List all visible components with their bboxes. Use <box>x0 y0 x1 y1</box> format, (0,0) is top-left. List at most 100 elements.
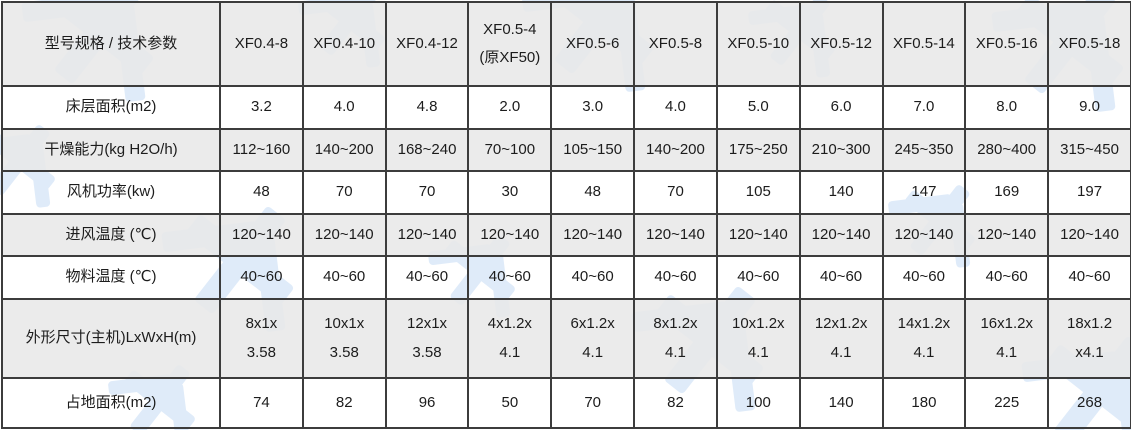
value-cell: 40~60 <box>964 255 1050 300</box>
param-label-cell: 风机功率(kw) <box>1 170 221 215</box>
model-header-cell: XF0.5-12 <box>798 1 884 87</box>
value-cell: 168~240 <box>384 128 470 172</box>
value-cell: 82 <box>633 377 718 429</box>
value-cell: 4x1.2x 4.1 <box>467 298 553 379</box>
value-cell: 16x1.2x 4.1 <box>964 298 1050 379</box>
table-row: 进风温度 (℃) 120~140 120~140 120~140 120~140 120~… <box>1 213 1131 257</box>
value-cell: 4.0 <box>633 85 718 130</box>
table-row: 床层面积(m2) 3.2 4.0 4.8 2.0 3.0 4.0 5.0 6.0 7.0 8.0 9.… <box>1 85 1131 130</box>
value-cell: 3.0 <box>550 85 636 130</box>
model-header-cell: XF0.4-12 <box>384 1 470 87</box>
value-cell: 6.0 <box>798 85 884 130</box>
table-row: 外形尺寸(主机)LxWxH(m) 8x1x 3.58 10x1x 3.58 12x1x… <box>1 298 1131 379</box>
param-label-cell: 占地面积(m2) <box>1 377 221 429</box>
value-cell: 169 <box>964 170 1050 215</box>
value-cell: 82 <box>301 377 387 429</box>
value-cell: 70~100 <box>467 128 553 172</box>
value-cell: 147 <box>881 170 967 215</box>
model-header-cell: XF0.5-14 <box>881 1 967 87</box>
value-cell: 70 <box>301 170 387 215</box>
model-header-cell: XF0.4-8 <box>219 1 304 87</box>
value-cell: 48 <box>219 170 304 215</box>
value-cell: 120~140 <box>219 213 304 257</box>
model-header-cell: XF0.5-18 <box>1047 1 1131 87</box>
value-cell: 30 <box>467 170 553 215</box>
value-cell: 40~60 <box>301 255 387 300</box>
value-cell: 120~140 <box>798 213 884 257</box>
value-cell: 4.0 <box>301 85 387 130</box>
value-cell: 40~60 <box>384 255 470 300</box>
param-label-cell: 床层面积(m2) <box>1 85 221 130</box>
value-cell: 120~140 <box>384 213 470 257</box>
table-row: 干燥能力(kg H2O/h) 112~160 140~200 168~240 70~10… <box>1 128 1131 172</box>
value-cell: 18x1.2 x4.1 <box>1047 298 1131 379</box>
value-cell: 140~200 <box>301 128 387 172</box>
model-header-cell: XF0.5-10 <box>715 1 801 87</box>
value-cell: 140~200 <box>633 128 718 172</box>
value-cell: 120~140 <box>881 213 967 257</box>
value-cell: 10x1x 3.58 <box>301 298 387 379</box>
value-cell: 74 <box>219 377 304 429</box>
value-cell: 3.2 <box>219 85 304 130</box>
table-header-row: 型号规格 / 技术参数 XF0.4-8 XF0.4-10 XF0.4-12 XF0.5-… <box>1 1 1131 87</box>
value-cell: 120~140 <box>715 213 801 257</box>
value-cell: 120~140 <box>633 213 718 257</box>
value-cell: 100 <box>715 377 801 429</box>
value-cell: 268 <box>1047 377 1131 429</box>
param-label-cell: 物料温度 (℃) <box>1 255 221 300</box>
value-cell: 175~250 <box>715 128 801 172</box>
value-cell: 6x1.2x 4.1 <box>550 298 636 379</box>
value-cell: 210~300 <box>798 128 884 172</box>
value-cell: 105 <box>715 170 801 215</box>
model-header-cell: XF0.5-4 (原XF50) <box>467 1 553 87</box>
value-cell: 140 <box>798 377 884 429</box>
value-cell: 180 <box>881 377 967 429</box>
value-cell: 8x1x 3.58 <box>219 298 304 379</box>
value-cell: 140 <box>798 170 884 215</box>
param-label-cell: 外形尺寸(主机)LxWxH(m) <box>1 298 221 379</box>
value-cell: 40~60 <box>1047 255 1131 300</box>
value-cell: 280~400 <box>964 128 1050 172</box>
value-cell: 14x1.2x 4.1 <box>881 298 967 379</box>
value-cell: 40~60 <box>715 255 801 300</box>
model-header-cell: XF0.5-8 <box>633 1 718 87</box>
value-cell: 4.8 <box>384 85 470 130</box>
model-header-cell: XF0.5-6 <box>550 1 636 87</box>
table-row: 物料温度 (℃) 40~60 40~60 40~60 40~60 40~60 40~60 40… <box>1 255 1131 300</box>
value-cell: 197 <box>1047 170 1131 215</box>
table-corner-label: 型号规格 / 技术参数 <box>1 1 221 87</box>
value-cell: 40~60 <box>798 255 884 300</box>
table-row: 风机功率(kw) 48 70 70 30 48 70 105 140 147 169 197 <box>1 170 1131 215</box>
value-cell: 112~160 <box>219 128 304 172</box>
value-cell: 12x1x 3.58 <box>384 298 470 379</box>
value-cell: 48 <box>550 170 636 215</box>
value-cell: 120~140 <box>467 213 553 257</box>
value-cell: 225 <box>964 377 1050 429</box>
value-cell: 120~140 <box>1047 213 1131 257</box>
param-label-cell: 进风温度 (℃) <box>1 213 221 257</box>
value-cell: 2.0 <box>467 85 553 130</box>
value-cell: 5.0 <box>715 85 801 130</box>
value-cell: 120~140 <box>301 213 387 257</box>
value-cell: 10x1.2x 4.1 <box>715 298 801 379</box>
value-cell: 9.0 <box>1047 85 1131 130</box>
value-cell: 120~140 <box>550 213 636 257</box>
value-cell: 70 <box>550 377 636 429</box>
model-header-cell: XF0.5-16 <box>964 1 1050 87</box>
value-cell: 8x1.2x 4.1 <box>633 298 718 379</box>
model-header-cell: XF0.4-10 <box>301 1 387 87</box>
value-cell: 50 <box>467 377 553 429</box>
value-cell: 40~60 <box>550 255 636 300</box>
value-cell: 96 <box>384 377 470 429</box>
value-cell: 40~60 <box>633 255 718 300</box>
value-cell: 120~140 <box>964 213 1050 257</box>
value-cell: 70 <box>384 170 470 215</box>
value-cell: 105~150 <box>550 128 636 172</box>
value-cell: 8.0 <box>964 85 1050 130</box>
value-cell: 7.0 <box>881 85 967 130</box>
value-cell: 40~60 <box>467 255 553 300</box>
value-cell: 40~60 <box>219 255 304 300</box>
